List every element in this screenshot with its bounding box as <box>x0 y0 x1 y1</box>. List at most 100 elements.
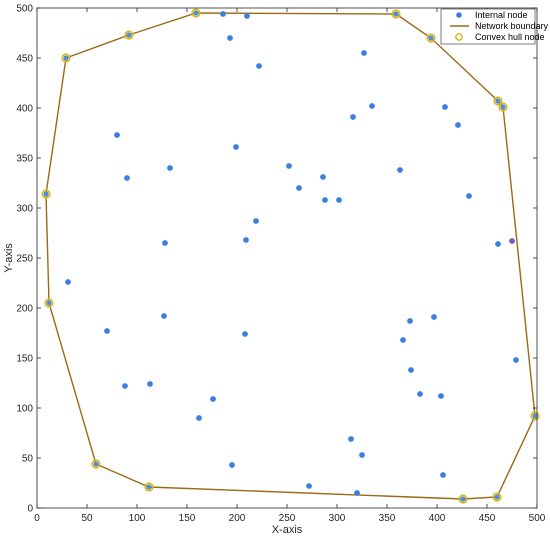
internal-node-point <box>162 240 168 246</box>
internal-node-point <box>466 193 472 199</box>
plot-area <box>37 8 537 508</box>
internal-node-point <box>354 490 360 496</box>
y-tick-label: 350 <box>16 154 33 165</box>
internal-node-point <box>350 114 356 120</box>
internal-node-point <box>440 472 446 478</box>
convex-hull-node-point <box>458 494 468 504</box>
internal-node-point <box>147 381 153 387</box>
hull-node-center <box>146 484 152 490</box>
internal-node-point <box>455 122 461 128</box>
x-tick-label: 300 <box>329 513 346 524</box>
internal-node-point <box>167 165 173 171</box>
x-axis-title: X-axis <box>272 524 303 536</box>
internal-node-point <box>438 393 444 399</box>
hull-node-center <box>126 32 132 38</box>
convex-hull-node-point <box>492 492 502 502</box>
internal-node-point <box>124 175 130 181</box>
internal-node-point <box>196 415 202 421</box>
y-axis: 0 50 100 150 200 250 300 350 400 450 500 <box>16 4 537 515</box>
internal-node-point <box>348 436 354 442</box>
convex-hull-node-point <box>144 482 154 492</box>
internal-node-point <box>400 337 406 343</box>
internal-node-point <box>114 132 120 138</box>
internal-node-point <box>210 396 216 402</box>
convex-hull-node-point <box>124 30 134 40</box>
convex-hull-node-point <box>191 8 201 18</box>
y-axis-title: Y-axis <box>3 243 15 273</box>
x-tick-label: 500 <box>529 513 546 524</box>
x-tick-label: 350 <box>379 513 396 524</box>
internal-node-point <box>229 462 235 468</box>
hull-node-center <box>93 461 99 467</box>
convex-hull-node-point <box>391 9 401 19</box>
y-tick-label: 100 <box>16 404 33 415</box>
convex-hull-node-point <box>498 102 508 112</box>
y-tick-label: 500 <box>16 4 33 15</box>
hull-node-center <box>193 10 199 16</box>
x-axis: 0 50 100 150 200 250 300 350 400 450 500 <box>34 8 546 524</box>
internal-node-point <box>442 104 448 110</box>
convex-hull-node-point <box>530 411 540 421</box>
internal-node-point <box>306 483 312 489</box>
internal-node-point <box>369 103 375 109</box>
x-tick-label: 250 <box>279 513 296 524</box>
y-tick-label: 150 <box>16 354 33 365</box>
internal-node-point <box>65 279 71 285</box>
y-tick-label: 50 <box>22 454 34 465</box>
legend: Internal node Network boundary Convex hu… <box>440 8 549 45</box>
internal-node-point <box>253 218 259 224</box>
internal-node-point <box>243 237 249 243</box>
y-tick-label: 0 <box>27 504 33 515</box>
hull-node-center <box>494 494 500 500</box>
internal-node-point <box>161 313 167 319</box>
hull-node-center <box>46 300 52 306</box>
internal-node-point <box>320 174 326 180</box>
y-tick-label: 200 <box>16 304 33 315</box>
x-tick-label: 100 <box>129 513 146 524</box>
convex-hull-node-point <box>61 53 71 63</box>
internal-node-layer <box>65 11 519 496</box>
y-tick-label: 300 <box>16 204 33 215</box>
hull-node-center <box>428 35 434 41</box>
internal-node-point <box>242 331 248 337</box>
internal-node-point <box>104 328 110 334</box>
internal-node-point <box>122 383 128 389</box>
x-tick-label: 50 <box>81 513 93 524</box>
hull-node-center <box>460 496 466 502</box>
legend-internal-node-label: Internal node <box>475 10 528 20</box>
hull-node-center <box>500 104 506 110</box>
internal-node-point <box>286 163 292 169</box>
hull-node-center <box>532 413 538 419</box>
internal-node-point <box>407 318 413 324</box>
internal-node-point <box>359 452 365 458</box>
hull-node-center <box>393 11 399 17</box>
internal-node-point <box>336 197 342 203</box>
internal-node-point <box>397 167 403 173</box>
internal-node-point <box>408 367 414 373</box>
hull-node-center <box>43 191 49 197</box>
convex-hull-node-point <box>426 33 436 43</box>
hull-node-center <box>495 98 501 104</box>
internal-node-point <box>322 197 328 203</box>
internal-node-point <box>417 391 423 397</box>
convex-hull-node-point <box>91 459 101 469</box>
legend-network-boundary-label: Network boundary <box>475 21 549 31</box>
convex-hull-node-point <box>493 96 503 106</box>
legend-convex-hull-node-marker <box>455 33 463 41</box>
internal-node-point <box>227 35 233 41</box>
x-tick-label: 0 <box>34 513 40 524</box>
convex-hull-node-point <box>44 298 54 308</box>
hull-node-layer <box>41 8 540 504</box>
hull-node-center <box>63 55 69 61</box>
internal-node-point <box>233 144 239 150</box>
y-tick-label: 250 <box>16 254 33 265</box>
internal-node-point <box>296 185 302 191</box>
y-tick-label: 400 <box>16 104 33 115</box>
convex-hull-node-point <box>41 189 51 199</box>
internal-node-point <box>256 63 262 69</box>
x-tick-label: 450 <box>479 513 496 524</box>
y-tick-label: 450 <box>16 54 33 65</box>
legend-convex-hull-node-label: Convex hull node <box>475 32 545 42</box>
internal-node-point <box>513 357 519 363</box>
